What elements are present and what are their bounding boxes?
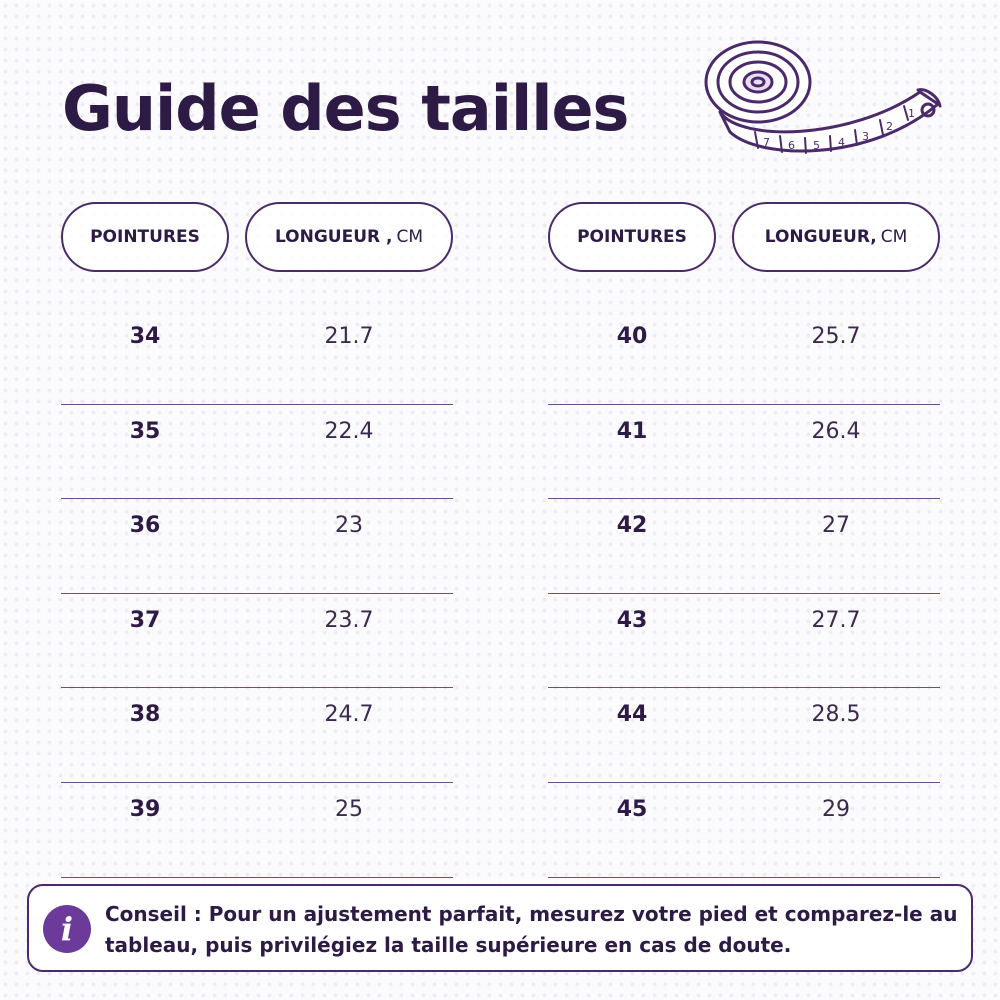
tape-mark: 2 (886, 120, 893, 133)
table-row: 41 26.4 (548, 405, 940, 500)
tape-mark: 7 (763, 136, 770, 149)
table-row: 38 24.7 (61, 688, 453, 783)
size-table-right: POINTURES LONGUEUR, CM 40 25.7 41 26.4 42 2… (548, 202, 940, 878)
table-row: 43 27.7 (548, 594, 940, 689)
header-label: LONGUEUR, (764, 227, 877, 247)
size-cell: 36 (129, 513, 161, 539)
info-icon: i (43, 905, 91, 953)
header-pointures: POINTURES (61, 202, 229, 272)
length-cell: 25 (335, 796, 363, 822)
table-row: 36 23 (61, 499, 453, 594)
length-cell: 23 (335, 513, 363, 539)
header-label: LONGUEUR , (274, 227, 393, 247)
tape-mark: 3 (862, 130, 869, 143)
table-header: POINTURES LONGUEUR, CM (548, 202, 940, 272)
size-cell: 40 (616, 324, 648, 349)
header-longueur: LONGUEUR , CM (245, 202, 453, 272)
header-unit: CM (396, 227, 424, 247)
tip-box: i Conseil : Pour un ajustement parfait, … (27, 884, 973, 972)
size-cell: 38 (129, 702, 161, 728)
table-row: 34 21.7 (61, 310, 453, 405)
tip-text: Conseil : Pour un ajustement parfait, me… (105, 902, 958, 957)
size-cell: 43 (616, 607, 648, 633)
length-cell: 21.7 (324, 324, 374, 349)
tape-mark: 6 (788, 139, 795, 152)
header-label: POINTURES (90, 227, 200, 247)
header-label: POINTURES (577, 227, 687, 247)
table-row: 45 29 (548, 783, 940, 878)
length-cell: 26.4 (811, 418, 861, 444)
header-pointures: POINTURES (548, 202, 716, 272)
length-cell: 22.4 (324, 418, 374, 444)
size-cell: 35 (129, 418, 161, 444)
table-header: POINTURES LONGUEUR , CM (61, 202, 453, 272)
measuring-tape-icon: 7 6 5 4 3 2 1 (704, 40, 942, 154)
table-row: 42 27 (548, 499, 940, 594)
length-cell: 25.7 (811, 324, 861, 349)
size-cell: 37 (129, 607, 161, 633)
table-row: 35 22.4 (61, 405, 453, 500)
page-title: Guide des tailles (62, 72, 629, 145)
table-row: 40 25.7 (548, 310, 940, 405)
tape-mark: 1 (908, 107, 915, 120)
size-cell: 44 (616, 702, 648, 728)
length-cell: 29 (822, 796, 850, 822)
length-cell: 23.7 (324, 607, 374, 633)
table-row: 37 23.7 (61, 594, 453, 689)
table-row: 39 25 (61, 783, 453, 878)
size-cell: 45 (616, 796, 648, 822)
length-cell: 28.5 (811, 702, 861, 728)
size-cell: 34 (129, 324, 161, 349)
length-cell: 27 (822, 513, 850, 539)
tape-mark: 4 (838, 136, 845, 149)
length-cell: 27.7 (811, 607, 861, 633)
length-cell: 24.7 (324, 702, 374, 728)
table-row: 44 28.5 (548, 688, 940, 783)
header-unit: CM (880, 227, 908, 247)
size-cell: 39 (129, 796, 161, 822)
size-cell: 41 (616, 418, 648, 444)
tape-mark: 5 (813, 139, 820, 152)
size-table-left: POINTURES LONGUEUR , CM 34 21.7 35 22.4 36… (61, 202, 453, 878)
header-longueur: LONGUEUR, CM (732, 202, 940, 272)
size-cell: 42 (616, 513, 648, 539)
